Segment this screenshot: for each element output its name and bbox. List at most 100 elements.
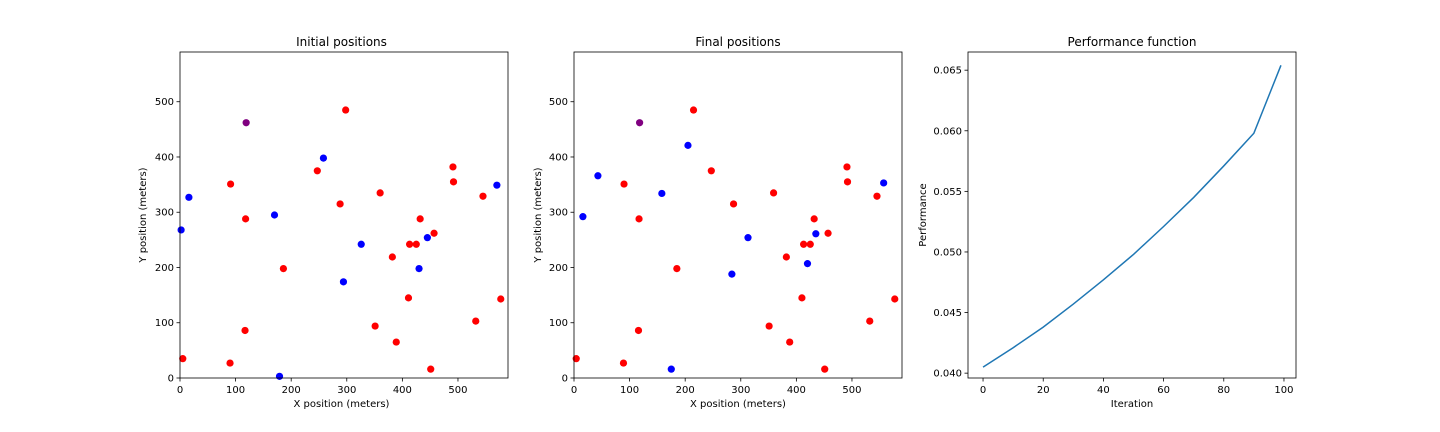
- axes-frame: [179, 51, 509, 379]
- y-tick-label: 0.060: [933, 126, 962, 137]
- y-tick-label: 200: [155, 263, 174, 274]
- x-tick-label: 300: [731, 385, 750, 396]
- y-tick-label: 0.045: [933, 308, 962, 319]
- data-point: [242, 119, 250, 127]
- series-line: [982, 65, 1282, 368]
- y-tick-label: 0: [168, 374, 174, 385]
- panel-initial-positions: Initial positions 0 100 200 300 400 500 0 100 20…: [138, 35, 509, 410]
- data-point: [634, 326, 643, 335]
- data-point: [800, 240, 808, 248]
- x-tick-label: 40: [1097, 385, 1110, 396]
- data-point: [185, 193, 193, 201]
- data-point: [729, 200, 738, 208]
- axes-frame: [967, 51, 1297, 379]
- y-tick-label: 0.040: [933, 369, 962, 380]
- data-point: [406, 240, 414, 248]
- y-tick-label: 100: [155, 318, 174, 329]
- data-point: [744, 234, 752, 242]
- data-point: [430, 229, 438, 237]
- y-tick-label: 0: [562, 374, 568, 385]
- data-point: [388, 253, 396, 261]
- data-point: [342, 106, 350, 114]
- data-point: [673, 264, 681, 273]
- y-tick-label: 500: [155, 97, 174, 108]
- y-tick-label: 400: [155, 152, 174, 163]
- data-point: [786, 338, 794, 346]
- data-point: [812, 230, 820, 238]
- data-point: [620, 180, 628, 188]
- data-point: [765, 322, 773, 330]
- data-point: [798, 294, 806, 302]
- x-tick-label: 20: [1037, 385, 1050, 396]
- y-tick-label: 100: [549, 318, 568, 329]
- x-tick-label: 60: [1157, 385, 1170, 396]
- data-point: [579, 213, 587, 221]
- data-point: [684, 141, 692, 149]
- y-tick-label: 500: [549, 97, 568, 108]
- data-point: [339, 278, 348, 286]
- data-point: [472, 317, 480, 325]
- data-point: [241, 326, 249, 335]
- x-tick-label: 500: [448, 385, 467, 396]
- axes-frame: [573, 51, 903, 379]
- data-point: [728, 270, 736, 278]
- data-point: [707, 167, 715, 175]
- data-point: [843, 178, 852, 186]
- x-axis-label: X position (meters): [294, 399, 390, 410]
- data-point: [891, 295, 899, 303]
- y-tick-label: 300: [155, 208, 174, 219]
- data-point: [270, 211, 279, 219]
- data-point: [415, 264, 423, 273]
- data-point: [423, 234, 431, 242]
- x-tick-label: 400: [393, 385, 412, 396]
- data-point: [376, 189, 384, 197]
- x-tick-label: 200: [282, 385, 301, 396]
- y-tick-label: 400: [549, 152, 568, 163]
- data-point: [821, 365, 829, 373]
- data-point: [806, 240, 814, 248]
- panel-performance-function: Performance function 0 20 40 60 80 100 0.040 0.…: [918, 35, 1297, 410]
- data-point: [824, 229, 832, 237]
- data-point: [782, 253, 790, 261]
- y-axis-label: Y position (meters): [138, 167, 149, 263]
- data-point: [449, 178, 458, 186]
- data-point: [449, 163, 457, 171]
- data-point: [689, 106, 698, 114]
- chart-title: Performance function: [1068, 35, 1197, 49]
- data-point: [866, 317, 874, 325]
- data-point: [619, 359, 628, 367]
- y-tick-label: 200: [549, 263, 568, 274]
- plot-area: 0 100 200 300 400 500 0 100 200 300 400 500: [155, 51, 509, 396]
- data-point: [810, 215, 818, 223]
- data-point: [594, 172, 602, 180]
- data-point: [497, 295, 505, 303]
- x-tick-label: 500: [842, 385, 861, 396]
- data-point: [873, 192, 881, 200]
- data-point: [843, 163, 851, 171]
- chart-title: Initial positions: [296, 35, 387, 49]
- x-tick-label: 100: [1274, 385, 1293, 396]
- data-point: [404, 294, 413, 302]
- data-point: [416, 215, 424, 223]
- data-point: [880, 179, 888, 187]
- data-point: [357, 240, 365, 248]
- data-point: [479, 192, 487, 200]
- data-point: [319, 154, 328, 162]
- data-point: [177, 226, 185, 234]
- data-point: [803, 260, 812, 268]
- data-point: [427, 365, 435, 373]
- data-point: [179, 355, 187, 363]
- data-point: [226, 359, 234, 367]
- x-tick-label: 100: [620, 385, 639, 396]
- y-tick-label: 0.065: [933, 66, 962, 77]
- x-axis-label: Iteration: [1111, 399, 1153, 410]
- data-point: [412, 240, 420, 248]
- x-tick-label: 300: [337, 385, 356, 396]
- data-point: [635, 215, 643, 223]
- x-tick-label: 0: [177, 385, 183, 396]
- data-point: [636, 119, 644, 127]
- data-point: [371, 322, 379, 330]
- x-tick-label: 80: [1217, 385, 1230, 396]
- data-point: [493, 181, 501, 189]
